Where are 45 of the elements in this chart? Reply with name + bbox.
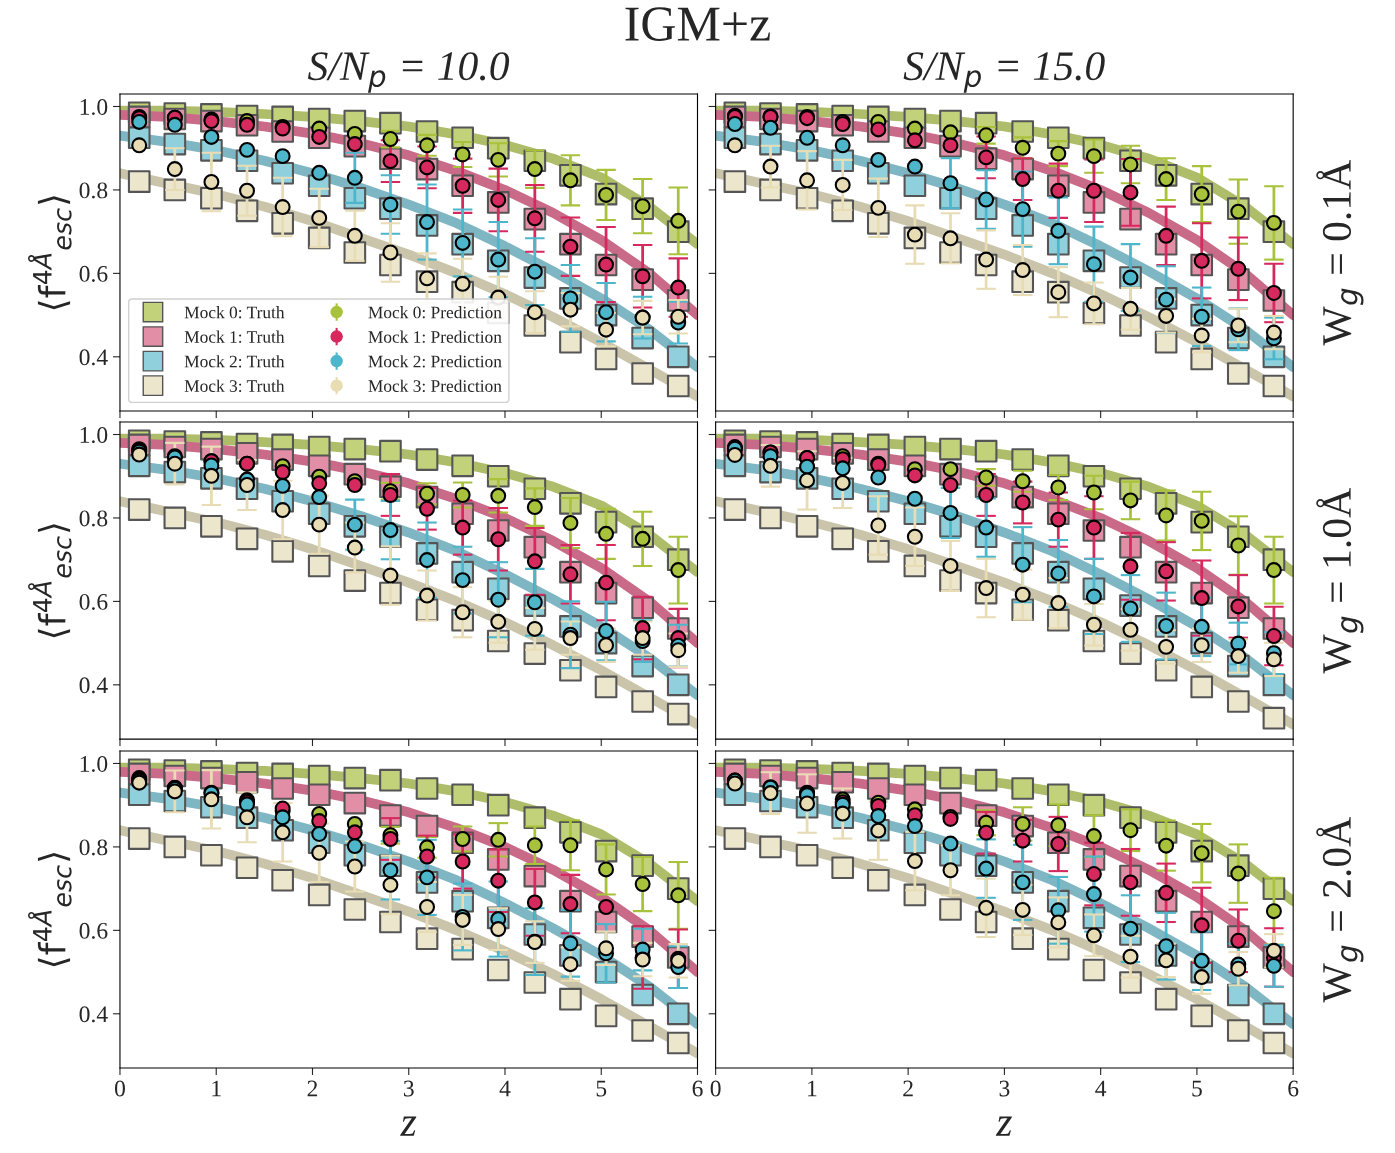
y-tick-label: 0.8 [79,839,108,856]
x-tick-label: 2 [903,1080,913,1097]
chart-title: S/N$_{p}$ = 10.0 [307,52,510,93]
y-tick-label: 0.8 [79,510,108,527]
x-axis-title: z [400,1116,417,1136]
y2-axis-title: W$_{g}$ = 0.1Å [1316,160,1364,346]
x-tick-label: 1 [212,1080,221,1097]
x-tick-label: 3 [999,1080,1010,1097]
legend-label: Mock 0: Truth [184,306,285,319]
x-tick-label: 0 [114,1080,125,1097]
x-tick-label: 1 [808,1080,817,1097]
y-tick-label: 0.6 [79,922,108,939]
x-tick-label: 3 [403,1080,414,1097]
legend-label: Mock 3: Prediction [368,379,502,392]
x-tick-label: 0 [710,1080,721,1097]
x-tick-label: 2 [307,1080,318,1097]
legend-label: Mock 3: Truth [184,379,285,392]
x-tick-label: 6 [1288,1080,1299,1097]
y-axis-title: ⟨f$^{4Å}$$_{esc}$⟩ [28,853,72,967]
x-axis-title: z [995,1116,1012,1136]
y-tick-label: 1.0 [80,98,108,116]
y-tick-label: 1.0 [80,427,108,444]
y-tick-label: 0.4 [79,677,108,694]
chart-title: S/N$_{p}$ = 15.0 [903,52,1105,93]
x-tick-label: 6 [692,1080,703,1097]
y-axis-title: ⟨f$^{4Å}$$_{esc}$⟩ [28,524,72,638]
y2-axis-title: W$_{g}$ = 1.0Å [1316,488,1364,674]
y-tick-label: 0.6 [79,593,108,610]
text: IGM+z [625,7,770,41]
y-tick-label: 0.8 [79,182,108,199]
legend-label: Mock 2: Prediction [368,355,502,368]
y-tick-label: 1.0 [80,755,108,772]
x-tick-label: 4 [1095,1080,1107,1097]
x-tick-label: 5 [1192,1080,1202,1097]
legend-label: Mock 1: Truth [184,330,285,343]
legend-label: Mock 1: Prediction [368,330,502,343]
y-tick-label: 0.4 [79,1006,108,1023]
legend-label: Mock 0: Prediction [368,306,502,319]
y-tick-label: 0.4 [79,349,108,366]
legend-label: Mock 2: Truth [184,355,285,368]
y-axis-title: ⟨f$^{4Å}$$_{esc}$⟩ [28,196,72,310]
y-tick-label: 0.6 [79,265,108,282]
x-tick-label: 5 [596,1080,607,1097]
y2-axis-title: W$_{g}$ = 2.0Å [1316,817,1364,1003]
x-tick-label: 4 [499,1080,511,1097]
